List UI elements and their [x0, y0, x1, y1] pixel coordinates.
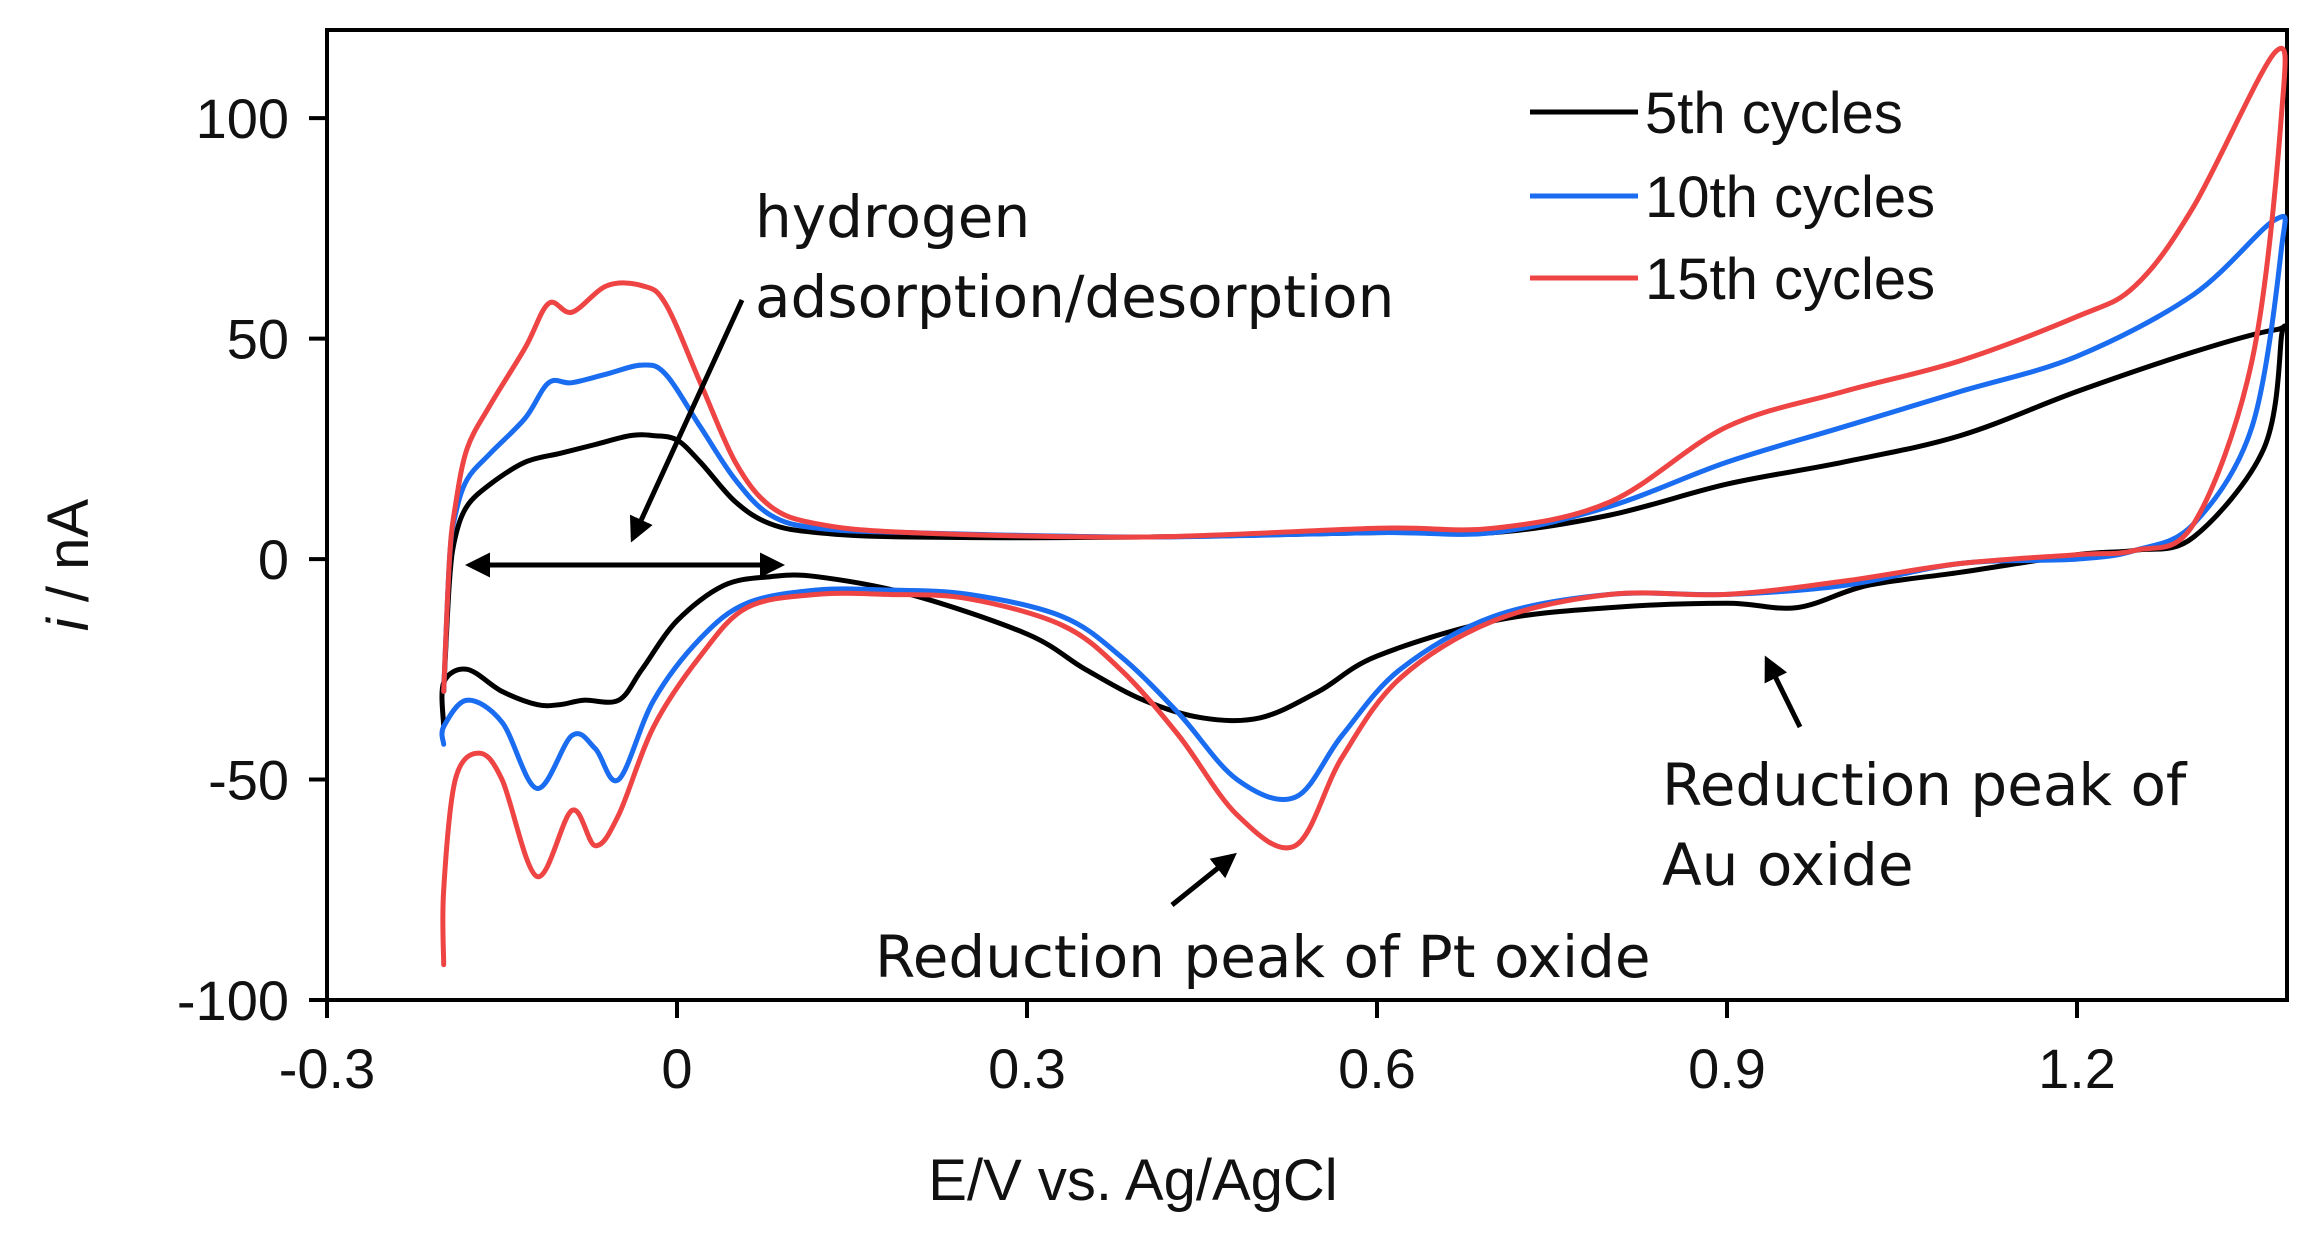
- y-axis-title-italic: i: [36, 616, 101, 631]
- x-axis-ticks: -0.3 0 0.3 0.6 0.9 1.2: [279, 1000, 2116, 1100]
- series-line-15th: [440, 45, 2288, 968]
- au-oxide-arrow: [1764, 655, 1803, 729]
- legend-label-5th: 5th cycles: [1645, 81, 1903, 146]
- series-line-10th: [439, 214, 2288, 803]
- x-tick-label: 0.6: [1338, 1037, 1416, 1100]
- legend: 5th cycles 10th cycles 15th cycles: [1530, 81, 1935, 312]
- y-tick-label: 0: [258, 528, 289, 591]
- legend-label-15th: 15th cycles: [1645, 247, 1935, 312]
- annotation-hydrogen: hydrogen adsorption/desorption: [465, 183, 1394, 578]
- y-tick-label: -100: [177, 969, 289, 1032]
- x-tick-label: -0.3: [279, 1037, 376, 1100]
- annotation-hydrogen-line2: adsorption/desorption: [755, 263, 1394, 331]
- x-axis-title: E/V vs. Ag/AgCl: [928, 1148, 1337, 1213]
- x-tick-label: 1.2: [2038, 1037, 2116, 1100]
- legend-label-10th: 10th cycles: [1645, 165, 1935, 230]
- annotation-pt-oxide: Reduction peak of Pt oxide: [875, 852, 1651, 991]
- annotation-pt-oxide-label: Reduction peak of Pt oxide: [875, 923, 1651, 991]
- pt-oxide-arrow: [1170, 852, 1237, 907]
- annotation-au-oxide: Reduction peak of Au oxide: [1662, 655, 2188, 899]
- hydrogen-pointer-arrow: [629, 298, 745, 543]
- series-layer: [439, 45, 2288, 968]
- y-axis-ticks: -100 -50 0 50 100: [177, 87, 327, 1032]
- plot-frame: [325, 28, 2289, 1002]
- x-tick-label: 0: [661, 1037, 692, 1100]
- y-axis-title: i / nA: [36, 499, 101, 631]
- y-axis-title-rest: / nA: [36, 499, 101, 619]
- y-tick-label: 100: [196, 87, 289, 150]
- x-tick-label: 0.9: [1688, 1037, 1766, 1100]
- y-tick-label: -50: [208, 749, 289, 812]
- x-tick-label: 0.3: [988, 1037, 1066, 1100]
- annotation-hydrogen-line1: hydrogen: [755, 183, 1030, 251]
- y-tick-label: 50: [227, 308, 289, 371]
- annotation-au-oxide-line2: Au oxide: [1662, 831, 1914, 899]
- annotation-au-oxide-line1: Reduction peak of: [1662, 751, 2188, 819]
